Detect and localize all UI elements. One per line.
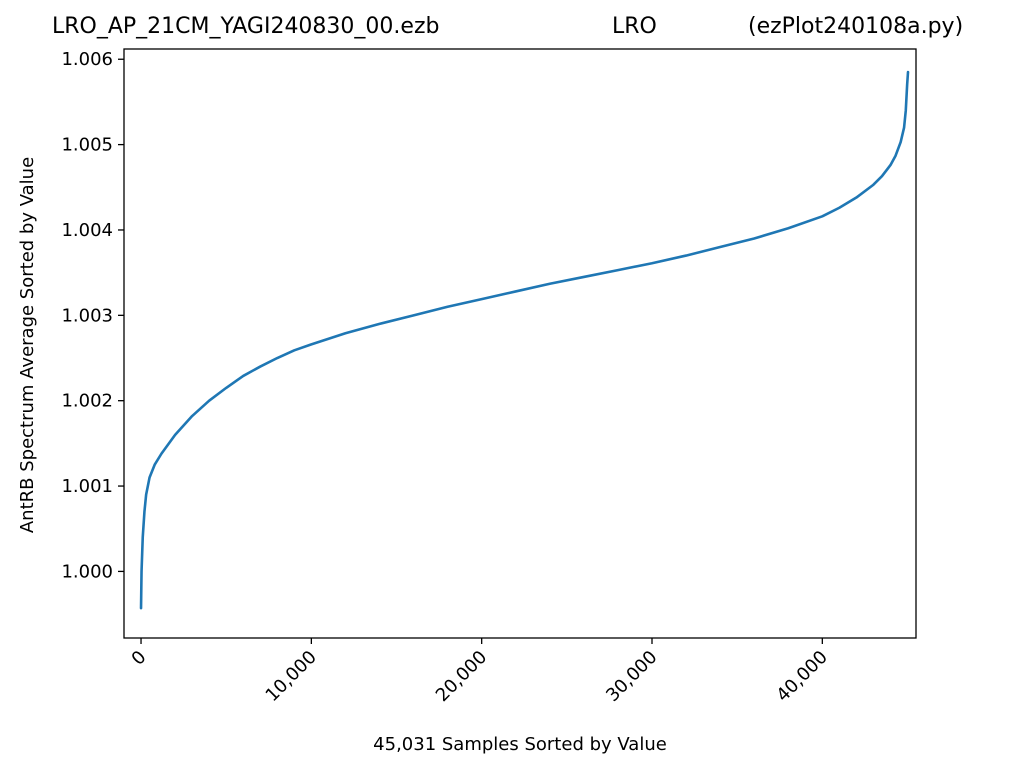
x-tick-label: 30,000 [602, 647, 661, 706]
x-tick-label: 0 [128, 647, 151, 670]
y-tick-label: 1.002 [61, 391, 113, 412]
title-script: (ezPlot240108a.py) [748, 14, 964, 39]
y-tick-label: 1.001 [61, 476, 113, 497]
x-tick-label: 20,000 [432, 647, 491, 706]
x-axis: 0 10,000 20,000 30,000 40,000 [128, 638, 832, 706]
x-tick-label: 40,000 [772, 647, 831, 706]
x-axis-label: 45,031 Samples Sorted by Value [373, 734, 667, 755]
y-tick-label: 1.004 [61, 220, 113, 241]
y-tick-label: 1.003 [61, 305, 113, 326]
title-station: LRO [612, 14, 657, 39]
y-tick-label: 1.000 [61, 561, 113, 582]
y-axis: 1.000 1.001 1.002 1.003 1.004 1.005 1.006 [61, 49, 124, 582]
chart-title: LRO_AP_21CM_YAGI240830_00.ezb LRO (ezPlo… [0, 14, 1024, 44]
plot-area [123, 48, 917, 639]
y-tick-label: 1.005 [61, 135, 113, 156]
y-axis-label: AntRB Spectrum Average Sorted by Value [17, 157, 38, 533]
y-tick-label: 1.006 [61, 49, 113, 70]
plot-frame [123, 48, 917, 639]
title-filename: LRO_AP_21CM_YAGI240830_00.ezb [52, 14, 440, 39]
x-tick-label: 10,000 [262, 647, 321, 706]
series-line-0 [139, 70, 910, 610]
